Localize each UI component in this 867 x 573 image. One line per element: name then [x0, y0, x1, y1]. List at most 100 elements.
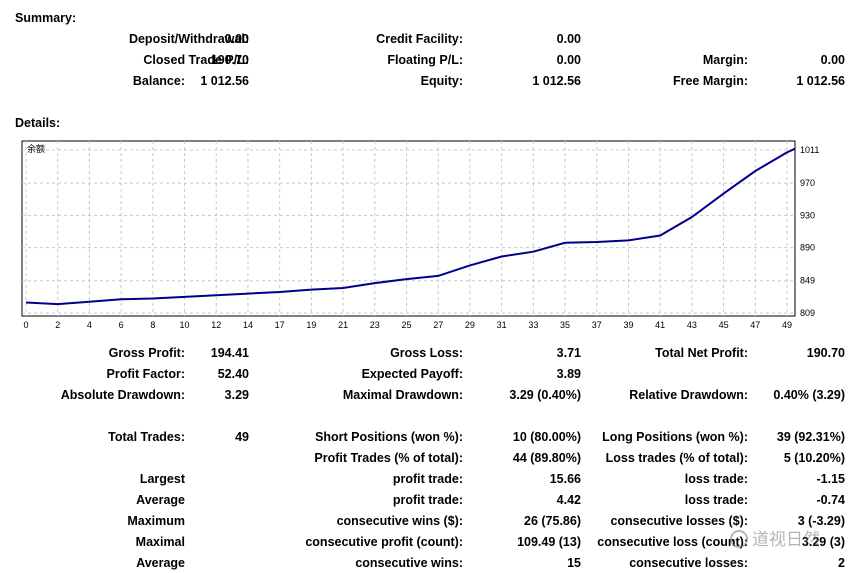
largest-label: Largest [139, 472, 185, 486]
x-tick-label: 43 [687, 320, 697, 330]
y-tick-label: 809 [800, 308, 815, 318]
absolute-drawdown-value: 3.29 [224, 388, 249, 402]
average-consecutive-losses-label: consecutive losses: [629, 556, 748, 570]
total-trades-label: Total Trades: [108, 430, 185, 444]
maximum-label: Maximum [127, 514, 185, 528]
total-trades-value: 49 [235, 430, 249, 444]
x-tick-label: 27 [433, 320, 443, 330]
closed-trade-value: 190.70 [210, 53, 249, 67]
x-tick-label: 33 [528, 320, 538, 330]
x-tick-label: 37 [592, 320, 602, 330]
summary-heading: Summary: [15, 11, 77, 25]
margin-label: Margin: [702, 53, 748, 67]
gross-profit-label: Gross Profit: [108, 346, 185, 360]
y-tick-label: 849 [800, 276, 815, 286]
equity-label: Equity: [420, 74, 463, 88]
largest-profit-trade-value: 15.66 [549, 472, 581, 486]
x-tick-label: 41 [655, 320, 665, 330]
profit-trades-label: Profit Trades (% of total): [314, 451, 463, 465]
largest-loss-trade-label: loss trade: [684, 472, 748, 486]
max-consecutive-losses-label: consecutive losses ($): [610, 514, 748, 528]
y-tick-label: 890 [800, 243, 815, 253]
maximal-consecutive-loss-label: consecutive loss (count): [597, 535, 748, 549]
average-profit-trade-value: 4.42 [556, 493, 581, 507]
x-tick-label: 8 [150, 320, 155, 330]
gross-loss-value: 3.71 [556, 346, 581, 360]
balance-value: 1 012.56 [200, 74, 249, 88]
free-margin-label: Free Margin: [672, 74, 748, 88]
floating-pl-value: 0.00 [556, 53, 581, 67]
x-tick-label: 10 [180, 320, 190, 330]
chart-ticks: 0 2 4 6 8 10 12 14 17 19 21 23 25 27 29 31 33 35 37 39 41 43 4… [23, 145, 819, 330]
weibo-icon [730, 530, 748, 548]
chart-right-axis-line [795, 141, 796, 316]
x-tick-label: 25 [401, 320, 411, 330]
relative-drawdown-label: Relative Drawdown: [629, 388, 748, 402]
gross-loss-label: Gross Loss: [390, 346, 463, 360]
margin-value: 0.00 [820, 53, 845, 67]
loss-trades-label: Loss trades (% of total): [605, 451, 748, 465]
credit-facility-label: Credit Facility: [376, 32, 463, 46]
expected-payoff-label: Expected Payoff: [361, 367, 463, 381]
long-positions-value: 39 (92.31%) [776, 430, 845, 444]
x-tick-label: 35 [560, 320, 570, 330]
x-tick-label: 4 [87, 320, 92, 330]
max-consecutive-losses-value: 3 (-3.29) [797, 514, 845, 528]
average-consecutive-losses-value: 2 [838, 556, 845, 570]
x-tick-label: 19 [306, 320, 316, 330]
balance-label: Balance: [132, 74, 185, 88]
balance-series-line [25, 147, 796, 306]
total-net-profit-label: Total Net Profit: [655, 346, 748, 360]
loss-trades-value: 5 (10.20%) [783, 451, 845, 465]
maximal-consecutive-profit-label: consecutive profit (count): [305, 535, 463, 549]
absolute-drawdown-label: Absolute Drawdown: [60, 388, 185, 402]
average-profit-trade-label: profit trade: [392, 493, 463, 507]
x-tick-label: 39 [623, 320, 633, 330]
y-tick-label: 970 [800, 178, 815, 188]
details-heading: Details: [15, 116, 61, 130]
chart-plot-area [21, 140, 796, 317]
chart-title: 余额 [27, 143, 45, 154]
deposit-value: 0.00 [224, 32, 249, 46]
x-tick-label: 21 [338, 320, 348, 330]
short-positions-value: 10 (80.00%) [512, 430, 581, 444]
largest-profit-trade-label: profit trade: [392, 472, 463, 486]
relative-drawdown-value: 0.40% (3.29) [773, 388, 845, 402]
free-margin-value: 1 012.56 [796, 74, 845, 88]
watermark-text: 道视日然 [752, 530, 820, 549]
maximal-consecutive-profit-value: 109.49 (13) [517, 535, 581, 549]
maximal-label: Maximal [135, 535, 185, 549]
gross-profit-value: 194.41 [210, 346, 249, 360]
profit-factor-value: 52.40 [217, 367, 249, 381]
average-2-label: Average [136, 556, 185, 570]
x-tick-label: 23 [370, 320, 380, 330]
average-consecutive-wins-label: consecutive wins: [355, 556, 463, 570]
x-tick-label: 29 [465, 320, 475, 330]
x-tick-label: 0 [23, 320, 28, 330]
y-tick-label: 1011 [800, 145, 819, 155]
average-label: Average [136, 493, 185, 507]
x-tick-label: 31 [497, 320, 507, 330]
balance-chart: 0 2 4 6 8 10 12 14 17 19 21 23 25 27 29 31 33 35 37 39 41 43 4… [21, 140, 819, 330]
closed-trade-label: Closed Trade P/L: [143, 53, 249, 67]
chart-grid [22, 141, 795, 316]
average-loss-trade-label: loss trade: [684, 493, 748, 507]
total-net-profit-value: 190.70 [806, 346, 845, 360]
x-tick-label: 2 [55, 320, 60, 330]
maximal-drawdown-value: 3.29 (0.40%) [509, 388, 581, 402]
watermark: 道视日然 [730, 525, 820, 550]
floating-pl-label: Floating P/L: [387, 53, 463, 67]
x-tick-label: 45 [719, 320, 729, 330]
profit-trades-value: 44 (89.80%) [512, 451, 581, 465]
x-tick-label: 14 [243, 320, 253, 330]
average-consecutive-wins-value: 15 [567, 556, 581, 570]
x-tick-label: 6 [119, 320, 124, 330]
max-consecutive-wins-value: 26 (75.86) [524, 514, 581, 528]
maximal-consecutive-loss-value: 3.29 (3) [801, 535, 845, 549]
x-tick-label: 49 [782, 320, 792, 330]
x-tick-label: 17 [275, 320, 285, 330]
long-positions-label: Long Positions (won %): [602, 430, 748, 444]
max-consecutive-wins-label: consecutive wins ($): [336, 514, 463, 528]
maximal-drawdown-label: Maximal Drawdown: [342, 388, 463, 402]
largest-loss-trade-value: -1.15 [816, 472, 846, 486]
